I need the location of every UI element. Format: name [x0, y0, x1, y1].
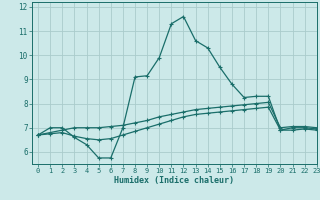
- X-axis label: Humidex (Indice chaleur): Humidex (Indice chaleur): [115, 176, 234, 185]
